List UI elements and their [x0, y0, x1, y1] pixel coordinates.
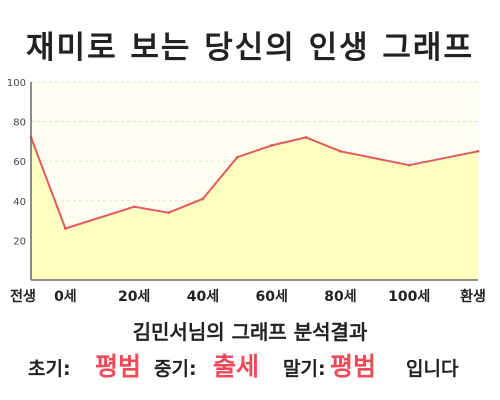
middle-label: 중기: [154, 358, 197, 380]
late-label: 말기: [283, 358, 326, 380]
data-point [304, 136, 308, 139]
y-tick-label: 20 [13, 236, 26, 247]
y-tick-label: 60 [13, 157, 26, 168]
y-tick-label: 40 [13, 197, 26, 208]
middle-value: 출세 [213, 352, 260, 381]
axis-layer: 20 40 60 80 100 [7, 78, 478, 281]
data-point [270, 143, 274, 147]
early-label: 초기: [28, 358, 71, 380]
x-tick-label: 환생 [460, 288, 486, 305]
data-point [167, 211, 170, 215]
data-point [339, 149, 342, 153]
area-fill [31, 137, 478, 280]
data-point [407, 163, 411, 167]
data-point [132, 205, 136, 209]
result-heading: 김민서님의 그래프 분석결과 [132, 320, 368, 344]
x-tick-label: 전생 [10, 288, 36, 305]
late-value: 평범 [330, 352, 377, 381]
result-ending: 입니다 [406, 358, 459, 380]
x-tick-label: 20세 [118, 289, 150, 305]
data-point [235, 155, 239, 159]
x-tick-label: 40세 [187, 289, 219, 305]
y-tick-label: 100 [7, 78, 26, 89]
x-tick-label: 80세 [324, 289, 356, 305]
data-point [476, 149, 480, 153]
x-tick-layer: 전생 0세 20세 40세 60세 80세 100세 환생 [10, 288, 486, 305]
x-tick-label: 0세 [54, 289, 77, 305]
y-tick-label: 80 [13, 118, 26, 129]
page-title: 재미로 보는 당신의 인생 그래프 [26, 30, 474, 66]
life-graph-chart: 20 40 60 80 100 전생 0세 20세 40세 60세 80세 100세 환생 [7, 78, 486, 305]
result-summary: 초기: 평범 중기: 출세 말기: 평범 입니다 [0, 342, 500, 386]
x-tick-label: 100세 [388, 289, 430, 305]
data-point [201, 197, 205, 201]
early-value: 평범 [95, 352, 142, 381]
x-tick-label: 60세 [256, 289, 288, 305]
data-point [63, 227, 67, 230]
